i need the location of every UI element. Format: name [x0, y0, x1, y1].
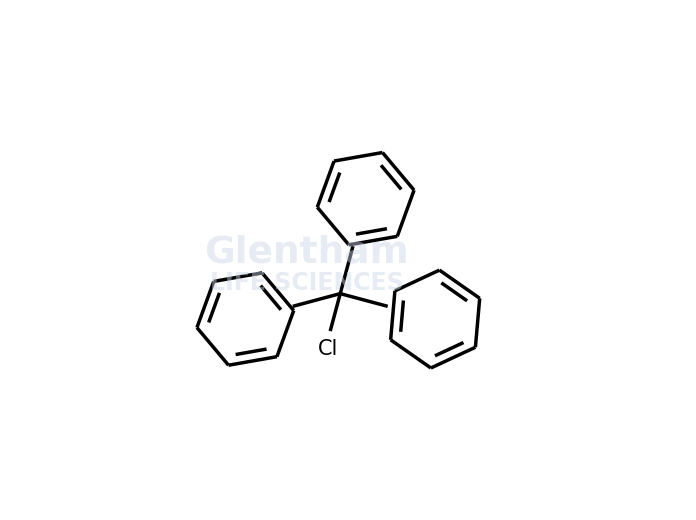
Text: Glentham: Glentham [204, 234, 409, 270]
Text: LIFE SCIENCES: LIFE SCIENCES [209, 271, 404, 295]
Text: Cl: Cl [317, 339, 338, 359]
